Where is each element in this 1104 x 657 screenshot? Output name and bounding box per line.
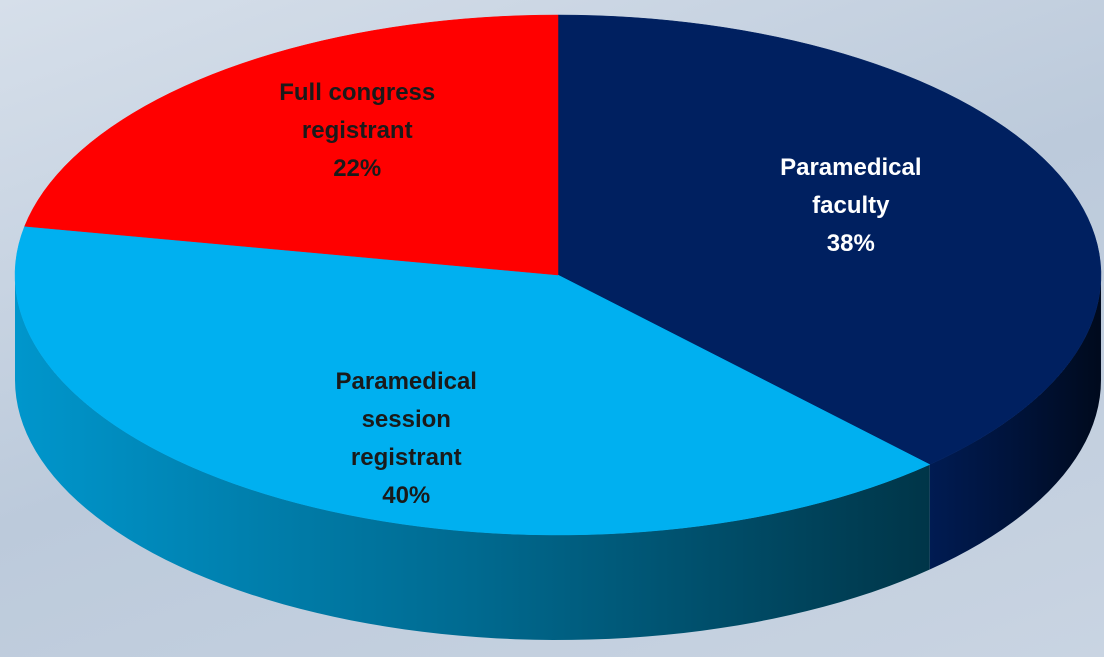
category-label: Paramedical session registrant <box>335 368 477 472</box>
pie-slice <box>14 226 931 536</box>
category-label: Paramedical faculty <box>780 154 922 220</box>
value-label: 40% <box>382 482 431 510</box>
value-label: 38% <box>826 230 875 258</box>
pie-side <box>15 275 930 640</box>
value-label: 22% <box>333 154 382 182</box>
pie-side <box>929 275 1101 570</box>
slice-label: Paramedical session registrant 40% <box>306 363 506 515</box>
category-label: Full congress registrant <box>279 78 436 144</box>
slice-label: Paramedical faculty 38% <box>751 149 951 263</box>
slice-label: Full congress registrant 22% <box>257 74 457 188</box>
pie-slice <box>557 14 1102 465</box>
pie-slice <box>24 14 559 276</box>
